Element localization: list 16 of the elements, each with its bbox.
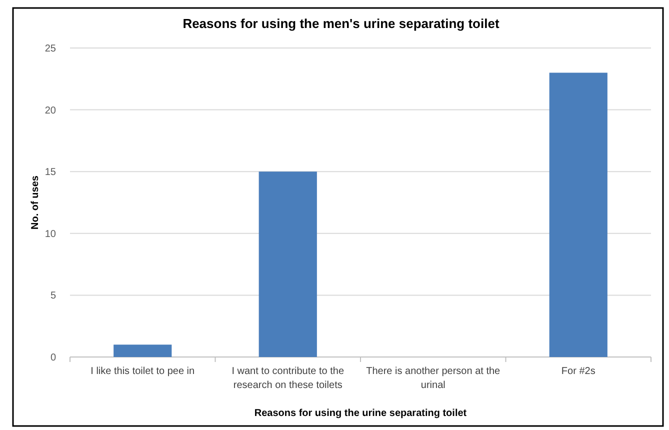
y-tick-label: 20 <box>44 105 56 116</box>
y-tick-label: 25 <box>44 44 56 54</box>
x-axis-title: Reasons for using the urine separating toilet <box>254 408 468 419</box>
y-tick-label: 5 <box>50 290 56 302</box>
y-tick-label: 10 <box>44 228 56 240</box>
y-tick-label: 15 <box>44 167 56 178</box>
bar <box>258 172 317 357</box>
x-tick-label: For #2s <box>561 366 596 377</box>
bar <box>549 72 608 357</box>
chart-title: Reasons for using the men's urine separating toilet <box>182 16 500 31</box>
x-tick-label: There is another person at the urinal <box>366 366 501 391</box>
x-tick-label: I want to contribute to the research on these toilets <box>232 366 344 391</box>
y-axis-title: No. of uses <box>30 175 41 230</box>
y-tick-label: 0 <box>50 352 56 364</box>
x-tick-label: I like this toilet to pee in <box>90 366 195 377</box>
bar <box>114 344 172 357</box>
